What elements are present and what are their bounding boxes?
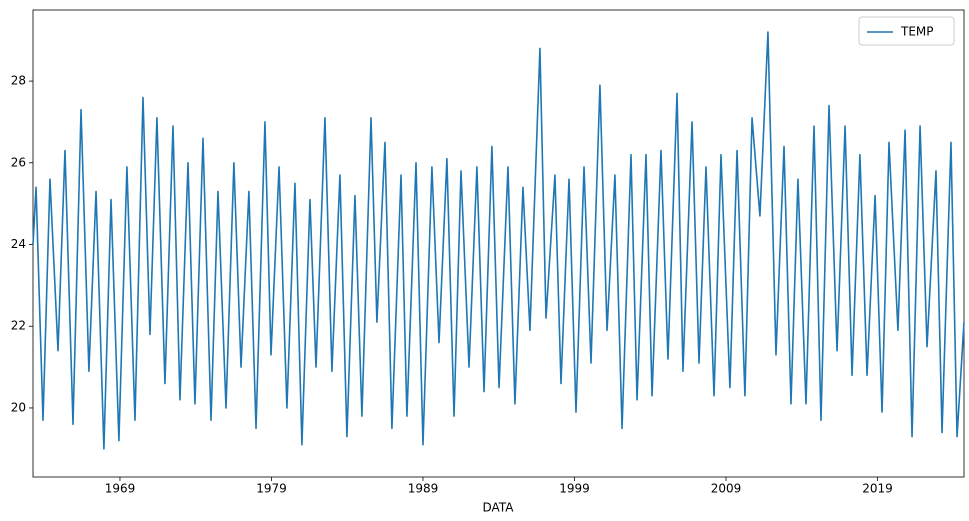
legend-box [858,16,955,46]
y-tick-label: 26 [11,155,26,169]
x-axis-label: DATA [483,501,515,515]
data-line [32,31,965,450]
x-tick-label: 2009 [711,482,742,496]
plot-frame [32,9,965,478]
x-tick-label: 1969 [105,482,136,496]
y-tick-label: 20 [11,400,26,414]
y-tick-label: 28 [11,74,26,88]
x-tick-label: 2019 [862,482,893,496]
x-tick-label: 1979 [256,482,287,496]
y-tick-label: 22 [11,319,26,333]
y-tick-label: 24 [11,237,26,251]
legend-label: TEMP [900,25,934,39]
x-tick-label: 1999 [559,482,590,496]
x-tick-label: 1989 [408,482,439,496]
